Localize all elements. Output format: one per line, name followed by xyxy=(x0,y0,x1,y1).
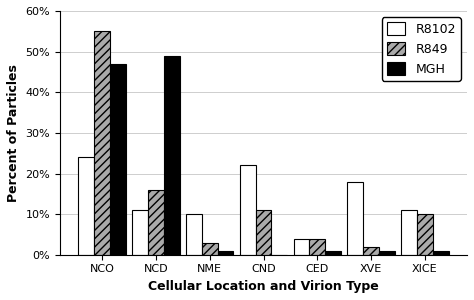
Bar xyxy=(164,56,180,255)
Bar xyxy=(186,214,202,255)
Bar xyxy=(240,165,255,255)
Bar xyxy=(347,182,363,255)
Bar xyxy=(417,214,433,255)
Bar xyxy=(202,243,218,255)
Bar xyxy=(110,64,126,255)
Bar xyxy=(310,238,325,255)
X-axis label: Cellular Location and Virion Type: Cellular Location and Virion Type xyxy=(148,280,379,293)
Bar xyxy=(132,210,148,255)
Bar xyxy=(255,210,272,255)
Bar xyxy=(433,251,448,255)
Y-axis label: Percent of Particles: Percent of Particles xyxy=(7,64,20,202)
Bar xyxy=(148,190,164,255)
Bar xyxy=(325,251,341,255)
Bar xyxy=(79,157,94,255)
Bar xyxy=(401,210,417,255)
Bar xyxy=(218,251,234,255)
Bar xyxy=(379,251,395,255)
Bar xyxy=(363,247,379,255)
Bar xyxy=(293,238,310,255)
Legend: R8102, R849, MGH: R8102, R849, MGH xyxy=(382,17,461,81)
Bar xyxy=(94,31,110,255)
